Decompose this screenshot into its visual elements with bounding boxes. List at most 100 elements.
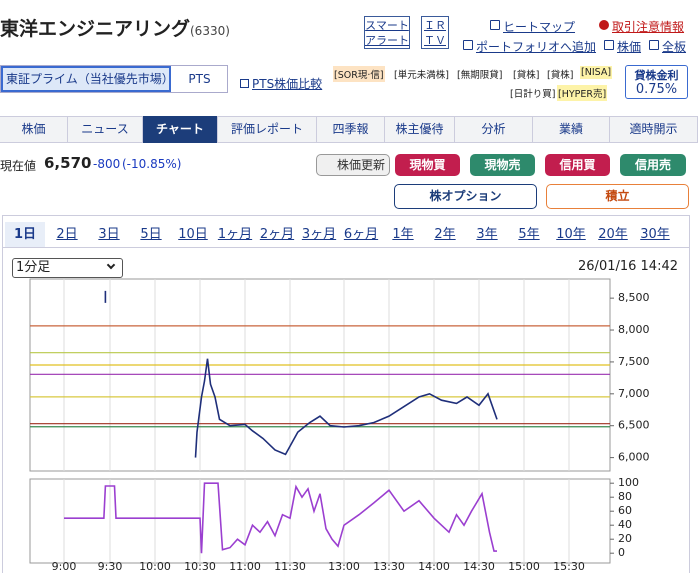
period-tab[interactable]: 1日 (5, 222, 45, 247)
period-tab[interactable]: 30年 (640, 227, 670, 242)
icon-button-label: アラート (365, 34, 409, 47)
period-tab[interactable]: 10日 (178, 227, 208, 242)
y-tick-label: 80 (618, 490, 632, 503)
quote-change-pct: (-10.85%) (122, 157, 182, 171)
y-tick-label: 100 (618, 476, 639, 489)
plot-area (29, 278, 611, 472)
nav-tab[interactable]: 適時開示 (610, 116, 698, 143)
rate: 0.75% (635, 82, 678, 97)
button[interactable]: 積立 (546, 184, 689, 209)
badge: [HYPER売] (557, 85, 608, 101)
button[interactable]: 信用買 (545, 154, 610, 176)
y-tick-label: 60 (618, 504, 632, 517)
code: (6330) (190, 24, 230, 38)
period-tab[interactable]: 3日 (98, 227, 120, 242)
y-tick-label: 0 (618, 546, 625, 559)
nav-tab[interactable]: ニュース (68, 116, 143, 143)
title: 東洋エンジニアリング (0, 18, 191, 40)
icon-button[interactable] (364, 16, 410, 49)
period-tab[interactable]: 2ヶ月 (259, 227, 295, 242)
rate-label: 貸株金利 (634, 69, 679, 82)
badge: [貸株] (546, 66, 575, 82)
x-tick-label: 13:30 (373, 560, 405, 573)
period-tab[interactable]: 1年 (392, 227, 414, 242)
link[interactable]: 全板 (662, 40, 687, 54)
market-tab-active[interactable]: 東証プライム（当社優先市場） (1, 66, 174, 92)
icon-button[interactable] (421, 16, 449, 49)
x-tick-label: 10:00 (139, 560, 171, 573)
quote-label: 現在値 (0, 159, 37, 173)
interval-select[interactable]: 1分足 (12, 258, 123, 278)
plot-area (29, 478, 611, 564)
badge: [単元未満株] (393, 66, 450, 82)
icon-button-label: ＴＶ (424, 34, 446, 47)
period-tab[interactable]: 3年 (476, 227, 498, 242)
button[interactable]: 現物買 (395, 154, 460, 176)
nav-tab[interactable]: 株価 (0, 116, 68, 143)
period-tab[interactable]: 6ヶ月 (343, 227, 379, 242)
period-tab[interactable]: 2日 (56, 227, 78, 242)
y-tick-label: 40 (618, 518, 632, 531)
period-tab[interactable]: 1ヶ月 (217, 227, 253, 242)
period-tab[interactable]: 5日 (140, 227, 162, 242)
button[interactable]: 現物売 (470, 154, 535, 176)
link-icon (490, 20, 500, 30)
timestamp: 26/01/16 14:42 (578, 259, 678, 274)
y-tick-label: 8,500 (618, 291, 650, 304)
period-tab[interactable]: 10年 (556, 227, 586, 242)
nav-tab[interactable]: 評価レポート (218, 116, 317, 143)
quote-price: 6,570 (44, 154, 92, 172)
y-tick-label: 20 (618, 532, 632, 545)
x-tick-label: 11:30 (274, 560, 306, 573)
period-tab[interactable]: 2年 (434, 227, 456, 242)
badge: [NISA] (580, 66, 613, 79)
badge: [無期限貸] (456, 66, 504, 82)
x-tick-label: 15:30 (553, 560, 585, 573)
period-tab[interactable]: 3ヶ月 (301, 227, 337, 242)
link-icon (604, 40, 614, 50)
button[interactable]: 株オプション (394, 184, 537, 209)
link-icon (649, 40, 659, 50)
x-tick-label: 13:00 (328, 560, 360, 573)
y-tick-label: 8,000 (618, 323, 650, 336)
link[interactable]: 取引注意情報 (612, 20, 685, 34)
link-icon (240, 79, 249, 88)
link[interactable]: PTS株価比較 (252, 77, 323, 91)
period-tab[interactable]: 5年 (518, 227, 540, 242)
nav-tab[interactable]: 分析 (455, 116, 533, 143)
badge: [日計り買] (509, 85, 557, 101)
quote-change: -800 (93, 157, 121, 171)
market-tab[interactable]: PTS (188, 72, 211, 86)
y-tick-label: 7,000 (618, 387, 650, 400)
icon-button-label: スマート (365, 19, 409, 32)
link[interactable]: 株価 (617, 40, 642, 54)
x-tick-label: 9:00 (52, 560, 77, 573)
x-tick-label: 14:30 (463, 560, 495, 573)
nav-bar (0, 116, 698, 143)
x-tick-label: 9:30 (98, 560, 123, 573)
button[interactable]: 信用売 (620, 154, 686, 176)
data-line (64, 482, 497, 554)
x-tick-label: 15:00 (508, 560, 540, 573)
chart-frame (2, 215, 690, 573)
nav-tab[interactable]: チャート (143, 116, 218, 143)
period-tab[interactable]: 20年 (598, 227, 628, 242)
nav-tab[interactable]: 株主優待 (385, 116, 455, 143)
link-icon (463, 40, 473, 50)
y-tick-label: 7,500 (618, 355, 650, 368)
icon-button-label: ＩＲ (424, 19, 446, 32)
link[interactable]: ポートフォリオへ追加 (476, 40, 597, 54)
nav-tab[interactable]: 四季報 (317, 116, 385, 143)
nav-tab[interactable]: 業績 (533, 116, 610, 143)
y-tick-label: 6,500 (618, 419, 650, 432)
data-line (104, 290, 498, 458)
rate-box (625, 65, 688, 99)
y-tick-label: 6,000 (618, 451, 650, 464)
badge: [貸株] (512, 66, 541, 82)
link-icon (599, 20, 609, 30)
link[interactable]: ヒートマップ (503, 20, 576, 34)
button[interactable]: 株価更新 (316, 154, 390, 176)
x-tick-label: 10:30 (184, 560, 216, 573)
